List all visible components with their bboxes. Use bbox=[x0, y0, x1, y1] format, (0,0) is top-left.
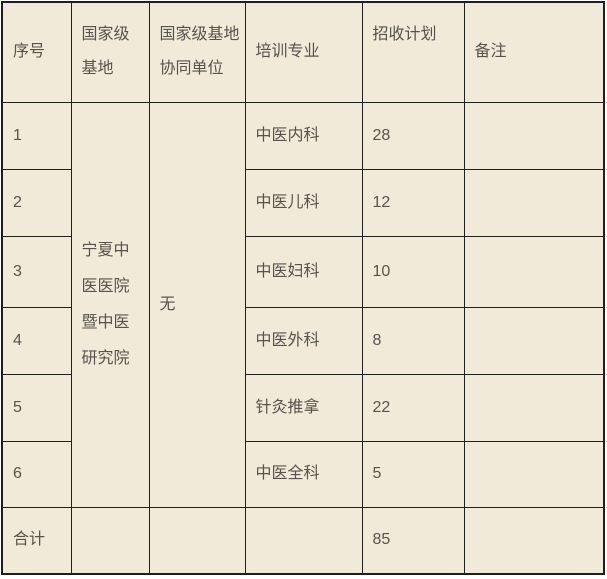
col-header-serial: 序号 bbox=[1, 1, 72, 103]
serial-cell: 5 bbox=[1, 373, 72, 442]
specialty-cell: 中医全科 bbox=[244, 440, 363, 508]
table-row: 5 针灸推拿 22 bbox=[1, 373, 605, 442]
specialty-cell: 针灸推拿 bbox=[244, 373, 363, 442]
col-header-remarks: 备注 bbox=[463, 1, 605, 103]
remark-cell bbox=[463, 306, 605, 375]
remark-cell bbox=[463, 168, 605, 237]
col-header-training-specialty: 培训专业 bbox=[244, 1, 363, 103]
specialty-cell: 中医内科 bbox=[244, 101, 363, 170]
serial-cell: 2 bbox=[1, 168, 72, 237]
serial-cell: 3 bbox=[1, 235, 72, 308]
specialty-cell: 中医儿科 bbox=[244, 168, 363, 237]
total-plan-cell: 85 bbox=[361, 506, 465, 575]
table-header: 序号 国家级基地 国家级基地协同单位 培训专业 招收计划 备注 bbox=[1, 1, 605, 103]
total-label-cell: 合计 bbox=[1, 506, 72, 575]
plan-cell: 5 bbox=[361, 440, 465, 508]
table-row: 1 宁夏中医医院暨中医研究院 无 中医内科 28 bbox=[1, 101, 605, 508]
serial-cell: 1 bbox=[1, 101, 72, 170]
serial-cell: 6 bbox=[1, 440, 72, 508]
table-row: 4 中医外科 8 bbox=[1, 306, 605, 375]
collaborator-cell: 无 bbox=[148, 101, 246, 508]
table-row: 3 中医妇科 10 bbox=[1, 235, 605, 308]
base-cell: 宁夏中医医院暨中医研究院 bbox=[70, 101, 150, 508]
table-body: 1 宁夏中医医院暨中医研究院 无 中医内科 28 2 中医儿科 12 3 中医妇… bbox=[1, 101, 605, 575]
serial-cell: 4 bbox=[1, 306, 72, 375]
specialty-cell: 中医外科 bbox=[244, 306, 363, 375]
plan-cell: 12 bbox=[361, 168, 465, 237]
plan-cell: 10 bbox=[361, 235, 465, 308]
total-row: 合计 85 bbox=[1, 506, 605, 575]
plan-cell: 22 bbox=[361, 373, 465, 442]
specialty-cell: 中医妇科 bbox=[244, 235, 363, 308]
remark-cell bbox=[463, 101, 605, 170]
table-row: 2 中医儿科 12 bbox=[1, 168, 605, 237]
col-header-collaborating-unit: 国家级基地协同单位 bbox=[148, 1, 246, 103]
col-header-national-base: 国家级基地 bbox=[70, 1, 150, 103]
total-specialty-cell bbox=[244, 506, 363, 575]
plan-cell: 8 bbox=[361, 306, 465, 375]
remark-cell bbox=[463, 373, 605, 442]
header-row: 序号 国家级基地 国家级基地协同单位 培训专业 招收计划 备注 bbox=[1, 1, 605, 103]
plan-cell: 28 bbox=[361, 101, 465, 170]
remark-cell bbox=[463, 235, 605, 308]
total-remark-cell bbox=[463, 506, 605, 575]
remark-cell bbox=[463, 440, 605, 508]
col-header-recruitment-plan: 招收计划 bbox=[361, 1, 465, 103]
total-collaborator-cell bbox=[148, 506, 246, 575]
total-base-cell bbox=[70, 506, 150, 575]
